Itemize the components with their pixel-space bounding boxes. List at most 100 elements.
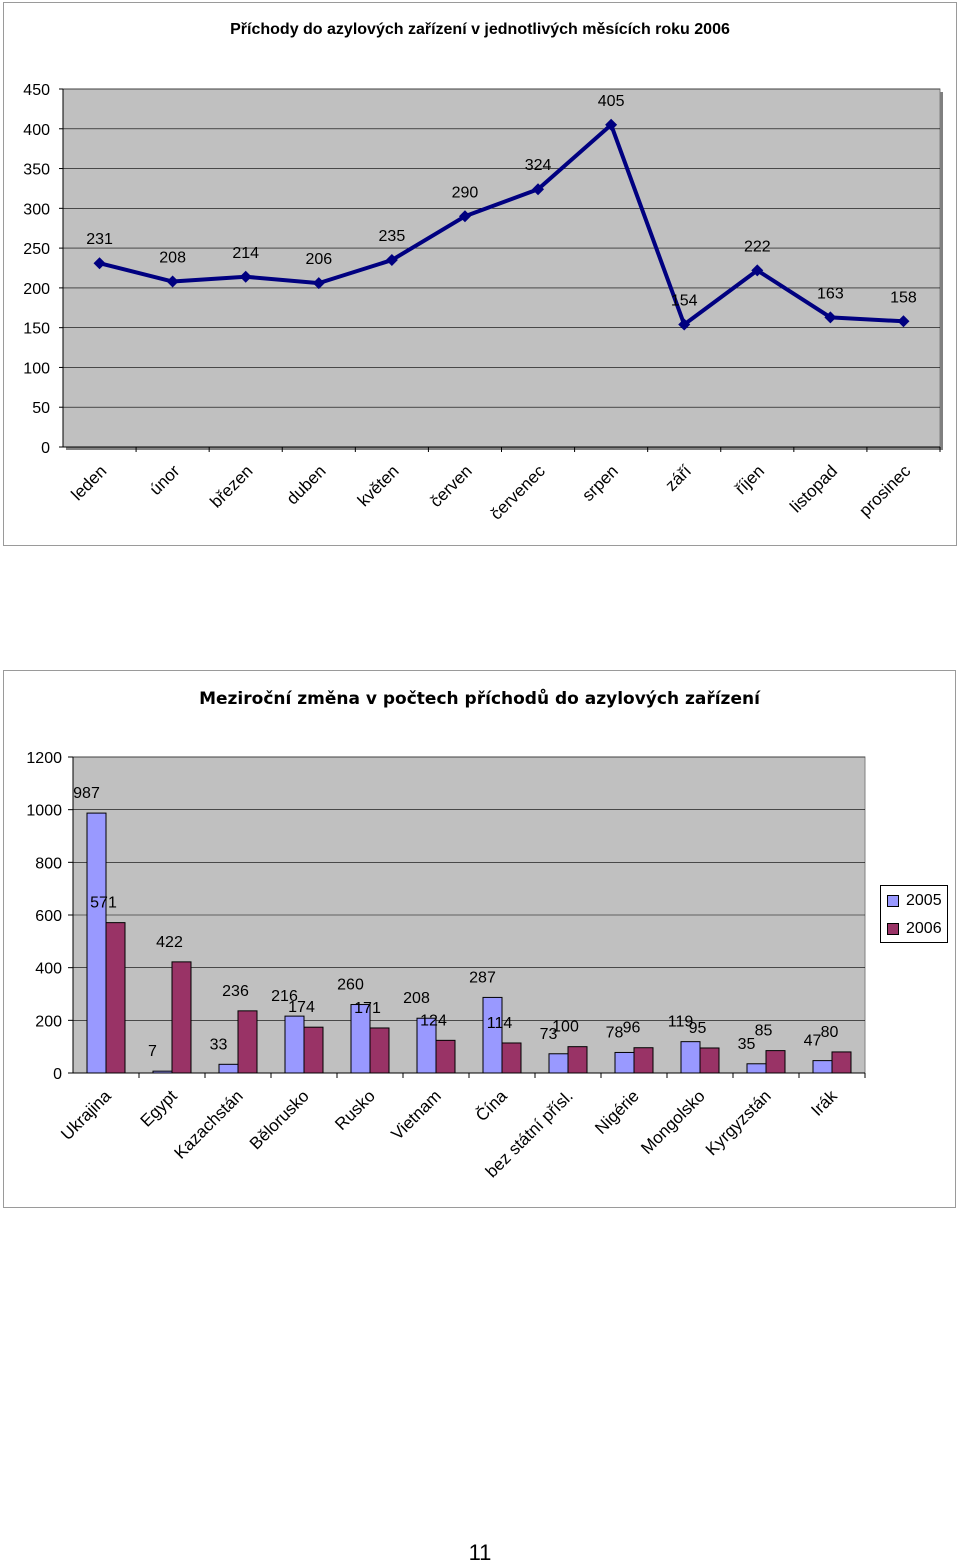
x-tick-label: Rusko (331, 1086, 379, 1134)
bar-2006 (699, 1047, 720, 1074)
legend-swatch-2006 (887, 923, 899, 935)
data-label: 222 (744, 238, 771, 255)
bar-2006 (765, 1050, 786, 1074)
series-line (99, 122, 904, 327)
bar-2005 (812, 1060, 833, 1074)
bar-2005 (746, 1063, 767, 1074)
bar-2005 (284, 1015, 305, 1074)
y-tick-label: 600 (35, 908, 62, 925)
data-label-2006: 171 (354, 1000, 381, 1017)
data-label-2005: 7 (148, 1043, 157, 1060)
bar-2005 (218, 1063, 239, 1074)
data-label: 324 (525, 157, 552, 174)
page-number: 11 (468, 1540, 492, 1565)
data-label-2006: 571 (90, 895, 117, 912)
data-point (751, 264, 764, 277)
data-point (532, 183, 545, 196)
bar-2006 (171, 961, 192, 1074)
y-tick-label: 450 (23, 82, 50, 99)
y-tick-label: 400 (35, 961, 62, 978)
bar-2006 (303, 1026, 324, 1074)
data-label-2006: 236 (222, 983, 249, 1000)
y-tick-label: 400 (23, 122, 50, 139)
data-label-2005: 119 (668, 1014, 694, 1031)
data-label-2005: 208 (403, 990, 430, 1007)
bar-2006 (237, 1010, 258, 1074)
x-tick-label: Kyrgyzstán (702, 1086, 775, 1159)
data-label: 231 (86, 231, 113, 248)
data-label: 158 (890, 289, 917, 306)
bar-2005 (482, 996, 503, 1074)
data-point (93, 257, 106, 270)
bar-chart-legend: 2005 2006 (880, 885, 948, 943)
data-label-2005: 260 (337, 977, 364, 994)
y-tick-label: 200 (35, 1013, 62, 1030)
data-label-2005: 78 (606, 1024, 624, 1041)
x-tick-label: Egypt (137, 1086, 181, 1130)
bar-chart: 0 200 400 600 800 1000 1200 Ukrajina EgyptKazach… (26, 750, 866, 1181)
y-tick-label: 800 (35, 855, 62, 872)
data-label-2005: 35 (738, 1036, 756, 1053)
y-tick-label: 150 (23, 321, 50, 338)
bar-2006 (369, 1027, 390, 1074)
data-point (458, 210, 471, 223)
data-label-2006: 80 (821, 1024, 839, 1041)
data-label-2006: 422 (156, 934, 183, 951)
data-label: 214 (232, 245, 259, 262)
data-label: 154 (671, 292, 698, 309)
bar-2006 (831, 1051, 852, 1074)
data-label-2005: 987 (73, 785, 100, 802)
data-label: 208 (159, 250, 186, 267)
x-tick-label: Bělorusko (246, 1086, 313, 1153)
y-tick-label: 300 (23, 201, 50, 218)
data-point (166, 275, 179, 288)
data-label-2005: 216 (271, 988, 298, 1005)
line-chart-title: Příchody do azylových zařízení v jednotl… (230, 21, 730, 38)
data-label-2006: 95 (689, 1020, 707, 1037)
bar-2006 (105, 922, 126, 1074)
y-tick-label: 350 (23, 162, 50, 179)
data-point (824, 311, 837, 324)
x-tick-label: Vietnam (388, 1086, 445, 1143)
data-label: 290 (452, 184, 479, 201)
data-point (605, 118, 618, 131)
bar-2005 (152, 1070, 173, 1074)
data-label-2006: 96 (623, 1020, 641, 1037)
x-tick-label: Irák (807, 1086, 841, 1120)
plot-area (62, 88, 941, 448)
bar-2006 (435, 1039, 456, 1074)
y-tick-label: 100 (23, 360, 50, 377)
data-label-2006: 85 (755, 1023, 773, 1040)
legend-item-2005: 2005 (887, 891, 942, 911)
bar-2005 (680, 1041, 701, 1074)
bar-2005 (86, 812, 107, 1074)
y-tick-label: 1000 (26, 803, 62, 820)
data-label: 235 (379, 228, 406, 245)
legend-swatch-2005 (887, 895, 899, 907)
y-tick-label: 50 (32, 400, 50, 417)
data-label-2005: 287 (469, 969, 496, 986)
data-label-2006: 100 (552, 1019, 579, 1036)
x-tick-label: Kazachstán (171, 1086, 247, 1162)
data-point (239, 270, 252, 283)
bar-chart-title: Meziroční změna v počtech příchodů do az… (199, 689, 760, 709)
legend-label-2006: 2006 (906, 920, 942, 937)
x-tick-label: Mongolsko (637, 1086, 709, 1158)
data-label: 163 (817, 285, 844, 302)
data-label-2005: 73 (540, 1026, 558, 1043)
x-tick-label: Ukrajina (57, 1086, 115, 1144)
y-tick-label: 0 (53, 1066, 62, 1083)
bar-2006 (633, 1047, 654, 1074)
data-label: 206 (305, 251, 332, 268)
legend-label-2005: 2005 (906, 892, 942, 909)
legend-item-2006: 2006 (887, 919, 942, 939)
data-label-2005: 33 (210, 1036, 228, 1053)
x-tick-label: Nigérie (591, 1086, 643, 1138)
bar-2006 (567, 1046, 588, 1074)
data-label: 405 (598, 93, 625, 110)
bar-2006 (501, 1042, 522, 1074)
data-point (897, 315, 910, 328)
y-tick-label: 1200 (26, 750, 62, 767)
data-label-2005: 47 (804, 1033, 822, 1050)
